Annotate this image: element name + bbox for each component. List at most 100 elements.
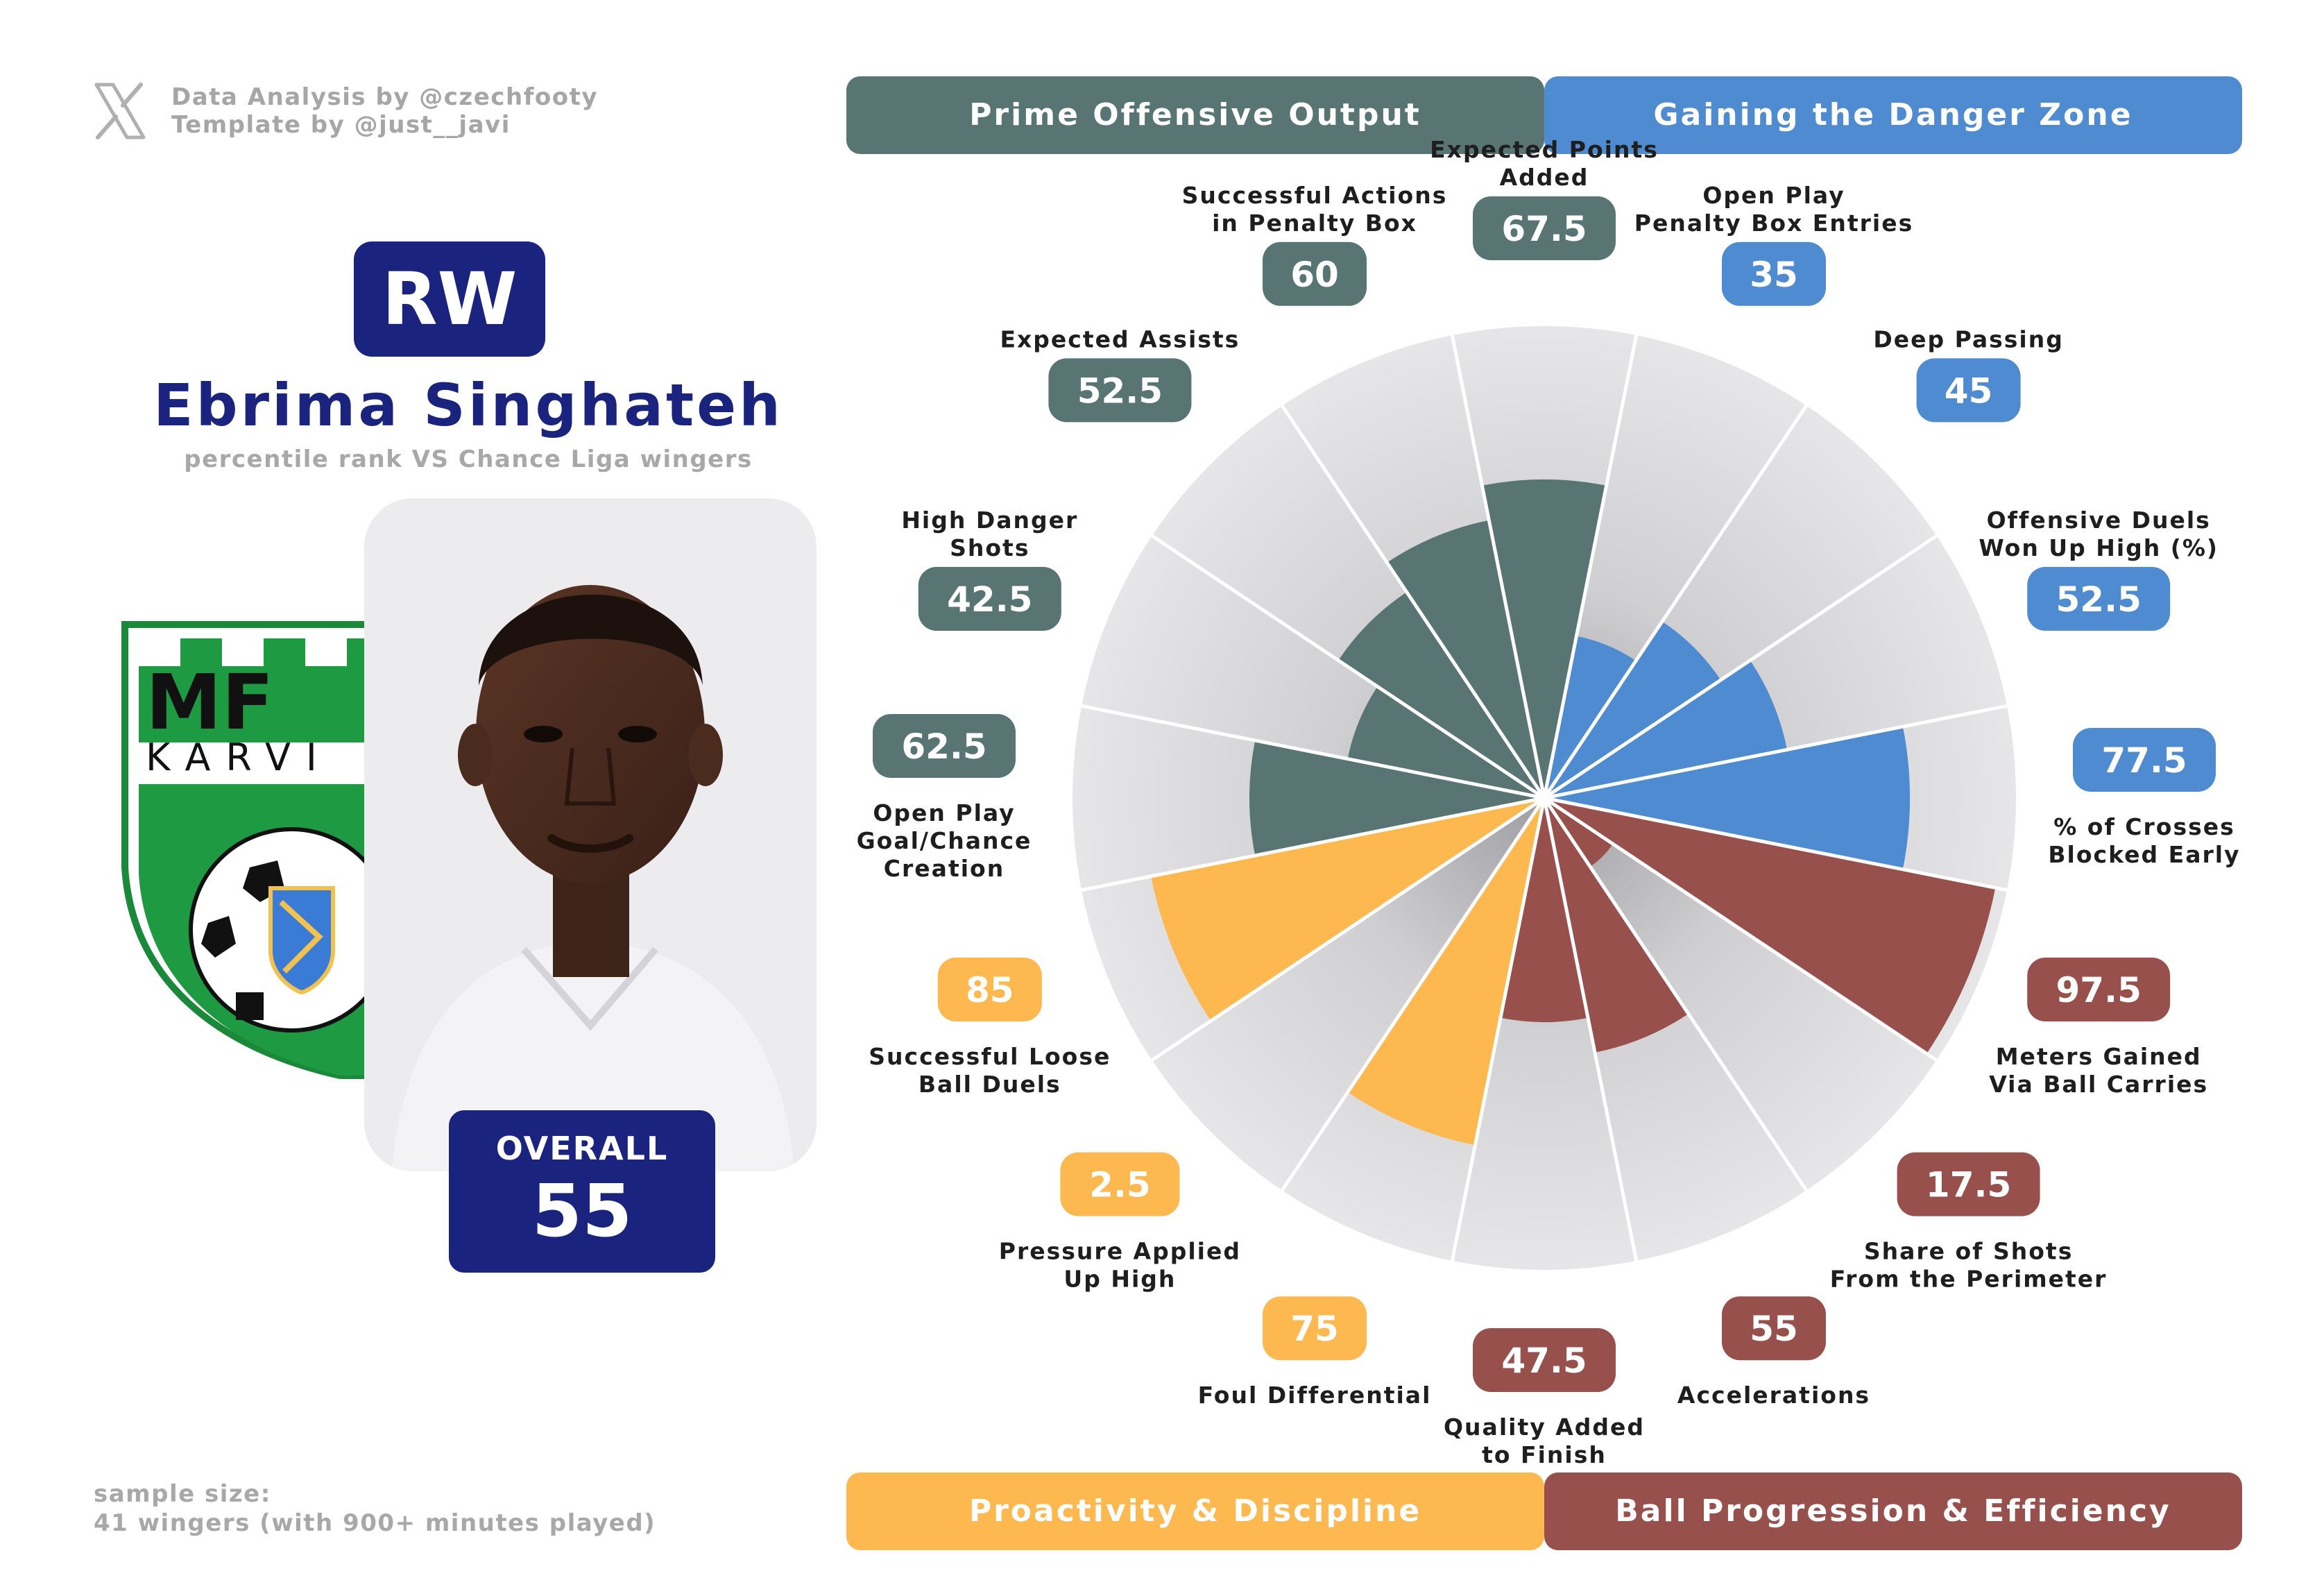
metric-label: Creation — [884, 855, 1005, 882]
value-pill — [1048, 358, 1192, 423]
separator-line — [1544, 796, 2008, 892]
metric-label: Expected Assists — [1000, 325, 1240, 353]
value-pill — [1263, 1296, 1367, 1361]
metric-label: Open Play — [1702, 182, 1845, 209]
value-label: 52.5 — [2056, 579, 2142, 620]
club-crest-logo: MF KARVI — [121, 621, 375, 1079]
separator-line — [1542, 797, 1808, 1191]
position-badge: RW — [354, 241, 545, 357]
overall-score-box: OVERALL 55 — [449, 1110, 715, 1273]
separator-line — [1450, 797, 1546, 1262]
category-header-proactivity-discipline: Proactivity & Discipline — [846, 1472, 1544, 1550]
overall-value: 55 — [531, 1169, 633, 1253]
bar-open-play-penalty-box-entries — [1544, 636, 1637, 798]
value-pill — [918, 567, 1061, 631]
metric-label: Via Ball Carries — [1989, 1071, 2208, 1098]
bar-high-danger-shots — [1347, 686, 1544, 798]
bar-successful-actions-in-penalty-box — [1387, 520, 1544, 798]
x-logo-icon — [94, 83, 146, 139]
bar-quality-added-to-finish — [1501, 798, 1588, 1023]
value-pill — [873, 714, 1016, 778]
metric-label: Deep Passing — [1873, 325, 2064, 353]
metric-label: Won Up High (%) — [1979, 534, 2219, 561]
separator-line — [1543, 796, 1938, 1062]
separator-line — [1081, 796, 1545, 892]
separator-line — [1281, 797, 1546, 1191]
metric-label: Meters Gained — [1996, 1043, 2202, 1070]
value-label: 42.5 — [947, 579, 1032, 620]
value-label: 47.5 — [1501, 1341, 1587, 1381]
slice-bg-pressure-applied-up-high — [1152, 798, 1544, 1191]
radar-separators — [1081, 334, 2008, 1262]
value-pill — [2073, 728, 2216, 792]
bar-successful-loose-ball-duels — [1151, 798, 1544, 1021]
slice-bg-share-of-shots-from-the-perimeter — [1544, 798, 1937, 1191]
value-pill — [2027, 958, 2171, 1021]
value-pill — [2027, 567, 2171, 631]
metric-label: Open Play — [873, 799, 1015, 826]
value-pill — [1473, 196, 1616, 260]
metric-label: Accelerations — [1677, 1382, 1870, 1409]
metric-label: Up High — [1063, 1266, 1176, 1293]
category-header-ball-progression-efficiency: Ball Progression & Efficiency — [1544, 1472, 2242, 1550]
metric-label: in Penalty Box — [1212, 210, 1417, 237]
value-label: 67.5 — [1501, 209, 1587, 249]
bar-of-crosses-blocked-early — [1544, 727, 1911, 869]
value-pill — [1722, 241, 1826, 306]
subtitle: percentile rank VS Chance Liga wingers — [184, 445, 753, 473]
bar-accelerations — [1544, 798, 1689, 1053]
value-pill — [1473, 1328, 1616, 1392]
value-label: 85 — [966, 970, 1014, 1010]
slice-bg-quality-added-to-finish — [1452, 798, 1637, 1270]
bar-open-play-goal-chance-creation — [1249, 740, 1544, 856]
credit-analysis: Data Analysis by @czechfooty — [171, 83, 599, 111]
value-label: 75 — [1290, 1309, 1339, 1349]
metric-label: Ball Duels — [919, 1071, 1061, 1098]
separator-line — [1450, 334, 1546, 799]
value-pill — [1263, 241, 1367, 306]
metric-label: Blocked Early — [2048, 841, 2240, 868]
metric-label: Added — [1500, 164, 1589, 191]
radar-bars — [1151, 479, 1996, 1146]
metric-accelerations: Accelerations 55 — [1677, 1296, 1870, 1409]
value-pill — [1916, 358, 2021, 423]
separator-line — [1281, 405, 1546, 799]
metric-label: Penalty Box Entries — [1634, 210, 1913, 237]
value-pill — [1722, 1296, 1826, 1361]
value-label: 2.5 — [1089, 1165, 1151, 1205]
bar-meters-gained-via-ball-carries — [1544, 798, 1996, 1054]
credits: Data Analysis by @czechfooty Template by… — [94, 82, 787, 144]
metric-deep-passing: Deep Passing 45 — [1873, 325, 2064, 423]
category-header-gaining-the-danger-zone: Gaining the Danger Zone — [1544, 76, 2242, 154]
category-header-prime-offensive-output: Prime Offensive Output — [846, 76, 1544, 154]
metric-label: Share of Shots — [1864, 1238, 2074, 1265]
metric-label: Goal/Chance — [857, 827, 1032, 854]
metric-label: High Danger — [901, 507, 1078, 534]
crest-text-mf: MF — [146, 658, 274, 747]
bar-deep-passing — [1544, 621, 1721, 798]
value-label: 97.5 — [2056, 970, 2142, 1010]
separator-line — [1544, 704, 2008, 800]
value-label: 52.5 — [1077, 371, 1163, 411]
value-pill — [937, 958, 1042, 1021]
separator-line — [1542, 797, 1639, 1262]
metric-label: Offensive Duels — [1987, 507, 2211, 534]
bar-expected-assists — [1338, 592, 1544, 798]
credit-template: Template by @just__javi — [171, 111, 511, 139]
value-label: 35 — [1750, 255, 1798, 295]
value-label: 17.5 — [1926, 1165, 2011, 1205]
metric-label: Shots — [950, 534, 1029, 561]
separator-line — [1543, 534, 1938, 800]
crest-text-karvi: KARVI — [146, 736, 332, 779]
metric-label: % of Crosses — [2053, 813, 2235, 840]
bar-foul-differential — [1347, 798, 1544, 1146]
